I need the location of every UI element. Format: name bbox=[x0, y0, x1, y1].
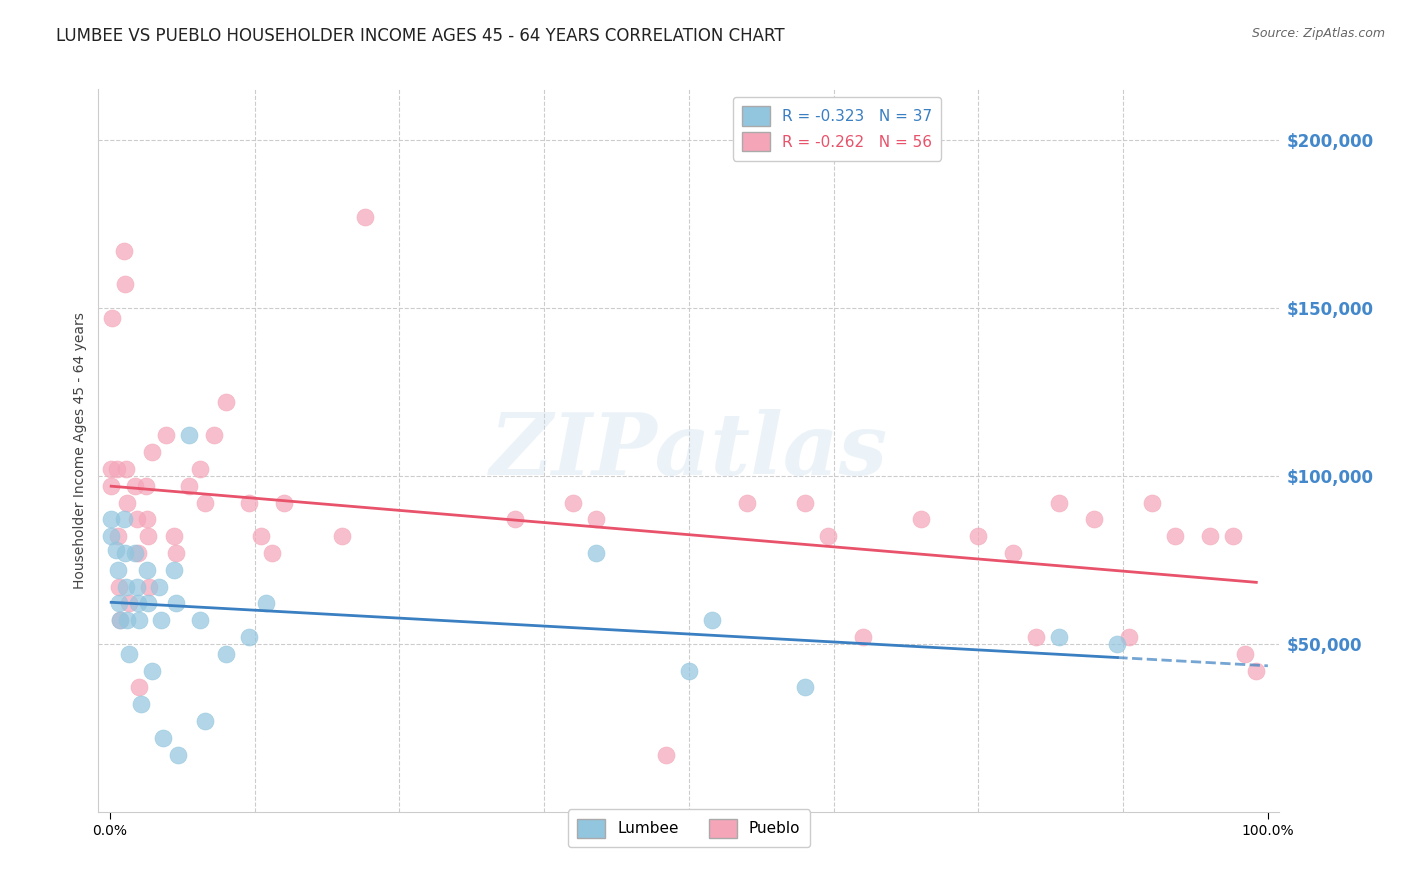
Point bbox=[1049, 630, 1071, 644]
Point bbox=[1222, 529, 1244, 543]
Point bbox=[1164, 529, 1187, 543]
Text: Source: ZipAtlas.com: Source: ZipAtlas.com bbox=[1251, 27, 1385, 40]
Point bbox=[165, 596, 187, 610]
Point bbox=[114, 277, 136, 292]
Point bbox=[1083, 512, 1105, 526]
Point bbox=[117, 647, 139, 661]
Point bbox=[115, 580, 138, 594]
Point bbox=[141, 445, 163, 459]
Point bbox=[262, 546, 284, 560]
Point bbox=[1107, 637, 1129, 651]
Point bbox=[124, 546, 146, 560]
Point bbox=[138, 580, 160, 594]
Point bbox=[967, 529, 990, 543]
Point bbox=[100, 512, 122, 526]
Point bbox=[152, 731, 174, 745]
Point bbox=[104, 542, 127, 557]
Point bbox=[353, 210, 375, 224]
Point bbox=[817, 529, 839, 543]
Point bbox=[238, 630, 260, 644]
Point bbox=[188, 613, 211, 627]
Point bbox=[100, 479, 122, 493]
Point bbox=[700, 613, 723, 627]
Text: ZIPatlas: ZIPatlas bbox=[489, 409, 889, 492]
Point bbox=[215, 647, 238, 661]
Point bbox=[125, 580, 148, 594]
Point bbox=[177, 428, 200, 442]
Y-axis label: Householder Income Ages 45 - 64 years: Householder Income Ages 45 - 64 years bbox=[73, 312, 87, 589]
Point bbox=[136, 596, 159, 610]
Point bbox=[110, 613, 132, 627]
Point bbox=[735, 495, 758, 509]
Point bbox=[128, 681, 150, 695]
Point bbox=[585, 512, 607, 526]
Point bbox=[148, 580, 170, 594]
Point bbox=[1118, 630, 1140, 644]
Point bbox=[136, 529, 159, 543]
Point bbox=[112, 512, 135, 526]
Point bbox=[678, 664, 700, 678]
Point bbox=[136, 563, 159, 577]
Point bbox=[165, 546, 187, 560]
Point bbox=[655, 747, 678, 762]
Point bbox=[112, 244, 135, 258]
Point bbox=[117, 613, 139, 627]
Point bbox=[127, 546, 149, 560]
Point bbox=[503, 512, 526, 526]
Point bbox=[110, 613, 132, 627]
Point bbox=[1140, 495, 1163, 509]
Point bbox=[188, 462, 211, 476]
Point bbox=[163, 529, 186, 543]
Point bbox=[793, 495, 815, 509]
Point bbox=[100, 529, 122, 543]
Point bbox=[155, 428, 177, 442]
Point bbox=[1233, 647, 1256, 661]
Point bbox=[163, 563, 186, 577]
Point bbox=[585, 546, 607, 560]
Point bbox=[273, 495, 295, 509]
Point bbox=[105, 462, 128, 476]
Point bbox=[562, 495, 585, 509]
Point bbox=[249, 529, 271, 543]
Point bbox=[910, 512, 932, 526]
Point bbox=[115, 462, 138, 476]
Point bbox=[1199, 529, 1222, 543]
Point bbox=[202, 428, 225, 442]
Point bbox=[330, 529, 353, 543]
Point bbox=[793, 681, 815, 695]
Point bbox=[128, 613, 150, 627]
Point bbox=[125, 512, 148, 526]
Point bbox=[135, 479, 157, 493]
Point bbox=[1246, 664, 1268, 678]
Point bbox=[117, 596, 139, 610]
Point bbox=[114, 546, 136, 560]
Point bbox=[167, 747, 190, 762]
Point bbox=[124, 479, 146, 493]
Point bbox=[101, 310, 124, 325]
Point bbox=[215, 394, 238, 409]
Legend: Lumbee, Pueblo: Lumbee, Pueblo bbox=[568, 809, 810, 847]
Point bbox=[1002, 546, 1025, 560]
Point bbox=[136, 512, 159, 526]
Point bbox=[100, 462, 122, 476]
Point bbox=[107, 529, 129, 543]
Point bbox=[177, 479, 200, 493]
Text: LUMBEE VS PUEBLO HOUSEHOLDER INCOME AGES 45 - 64 YEARS CORRELATION CHART: LUMBEE VS PUEBLO HOUSEHOLDER INCOME AGES… bbox=[56, 27, 785, 45]
Point bbox=[107, 563, 129, 577]
Point bbox=[141, 664, 163, 678]
Point bbox=[254, 596, 277, 610]
Point bbox=[1025, 630, 1047, 644]
Point bbox=[127, 596, 149, 610]
Point bbox=[149, 613, 172, 627]
Point bbox=[238, 495, 260, 509]
Point bbox=[129, 697, 152, 711]
Point bbox=[108, 596, 131, 610]
Point bbox=[194, 495, 217, 509]
Point bbox=[117, 495, 139, 509]
Point bbox=[194, 714, 217, 728]
Point bbox=[852, 630, 875, 644]
Point bbox=[108, 580, 131, 594]
Point bbox=[1049, 495, 1071, 509]
